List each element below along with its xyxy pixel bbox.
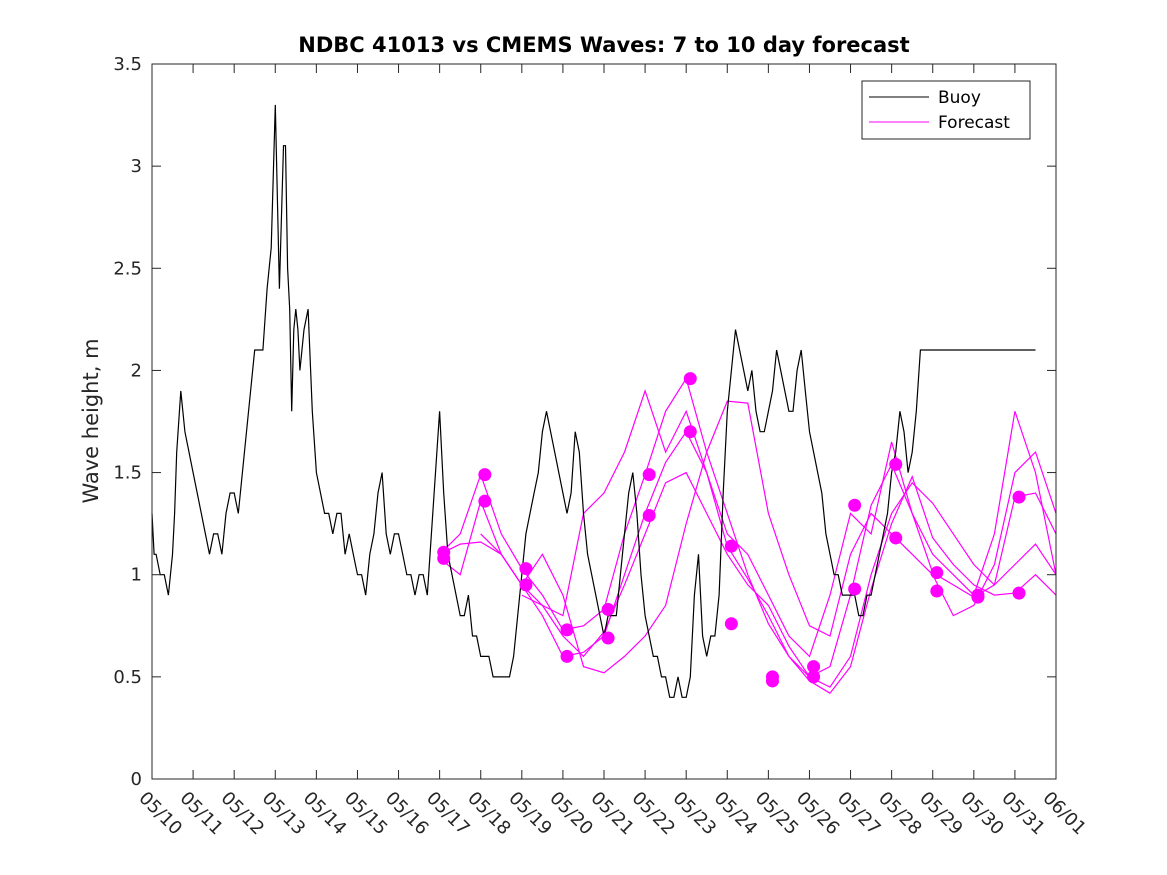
forecast-run-line (439, 430, 1057, 694)
forecast-marker (683, 372, 697, 386)
plot-lines (151, 104, 1057, 698)
forecast-marker (1012, 586, 1026, 600)
legend-forecast-label: Forecast (938, 113, 1010, 133)
forecast-marker (807, 660, 821, 674)
forecast-marker (519, 562, 533, 576)
chart-title: NDBC 41013 vs CMEMS Waves: 7 to 10 day f… (298, 33, 909, 57)
forecast-marker (560, 623, 574, 637)
forecast-marker (930, 566, 944, 580)
y-tick-label: 3.5 (113, 54, 142, 75)
y-axis: 0 0.5 1 1.5 2 2.5 3 3.5 (113, 54, 1056, 790)
forecast-run-line (521, 389, 1057, 658)
forecast-run-line (480, 400, 1057, 674)
forecast-marker (478, 494, 492, 508)
legend: Buoy Forecast (861, 80, 1031, 140)
forecast-marker (807, 670, 821, 684)
forecast-marker (930, 584, 944, 598)
buoy-line (151, 104, 1036, 698)
forecast-marker (642, 468, 656, 482)
forecast-marker (724, 539, 738, 553)
y-tick-label: 2 (131, 360, 142, 381)
forecast-marker (519, 578, 533, 592)
forecast-marker (1012, 490, 1026, 504)
forecast-marker (724, 617, 738, 631)
forecast-marker (437, 551, 451, 565)
forecast-marker (889, 457, 903, 471)
y-axis-label: Wave height, m (79, 338, 103, 503)
forecast-marker (478, 468, 492, 482)
y-tick-label: 1.5 (113, 463, 142, 484)
y-tick-label: 0 (131, 769, 142, 790)
y-tick-label: 1 (131, 565, 142, 586)
forecast-marker (848, 498, 862, 512)
forecast-marker (642, 508, 656, 522)
legend-buoy-label: Buoy (938, 88, 981, 108)
forecast-run-line (439, 377, 1057, 678)
forecast-marker (601, 602, 615, 616)
y-tick-label: 2.5 (113, 258, 142, 279)
forecast-marker (765, 674, 779, 688)
forecast-marker (848, 582, 862, 596)
forecast-marker (601, 631, 615, 645)
forecast-marker (889, 531, 903, 545)
forecast-markers (437, 372, 1026, 688)
y-tick-label: 3 (131, 156, 142, 177)
forecast-marker (560, 649, 574, 663)
forecast-marker (683, 425, 697, 439)
forecast-marker (971, 590, 985, 604)
y-tick-label: 0.5 (113, 667, 142, 688)
legend-box (861, 80, 1031, 140)
